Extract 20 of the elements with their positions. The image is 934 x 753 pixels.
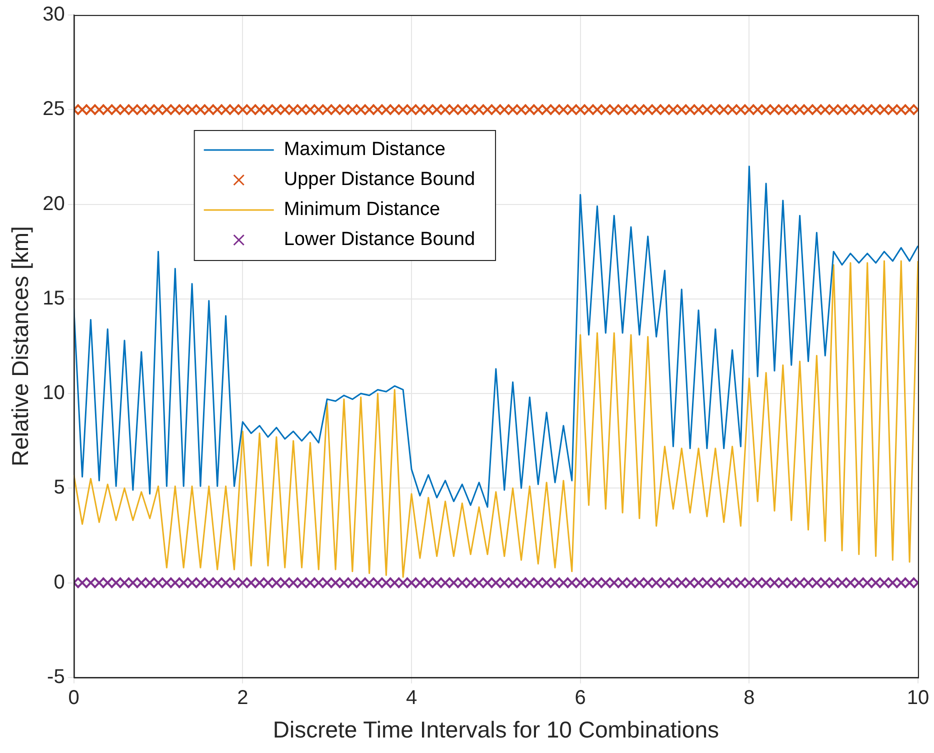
y-axis-title: Relative Distances [km] [7,226,34,466]
x-tick-label: 2 [237,686,248,709]
x-tick-label: 8 [744,686,755,709]
legend-label: Minimum Distance [284,199,440,220]
legend-label: Lower Distance Bound [284,229,476,250]
x-tick-label: 6 [574,686,586,709]
y-tick-label: 5 [54,476,65,499]
y-tick-label: 15 [42,287,65,310]
x-tick-label: 0 [68,686,80,709]
legend-label: Upper Distance Bound [284,169,476,190]
x-tick-label: 4 [406,686,418,709]
y-tick-label: 0 [54,571,65,594]
y-tick-label: 30 [42,4,65,26]
x-tick-label: 10 [906,686,930,709]
y-tick-label: 20 [42,192,65,215]
y-tick-label: 25 [42,98,65,120]
x-axis-title: Discrete Time Intervals for 10 Combinations [272,716,719,743]
y-tick-label: -5 [47,666,65,688]
legend-label: Maximum Distance [284,139,446,160]
y-tick-label: 10 [42,382,65,404]
